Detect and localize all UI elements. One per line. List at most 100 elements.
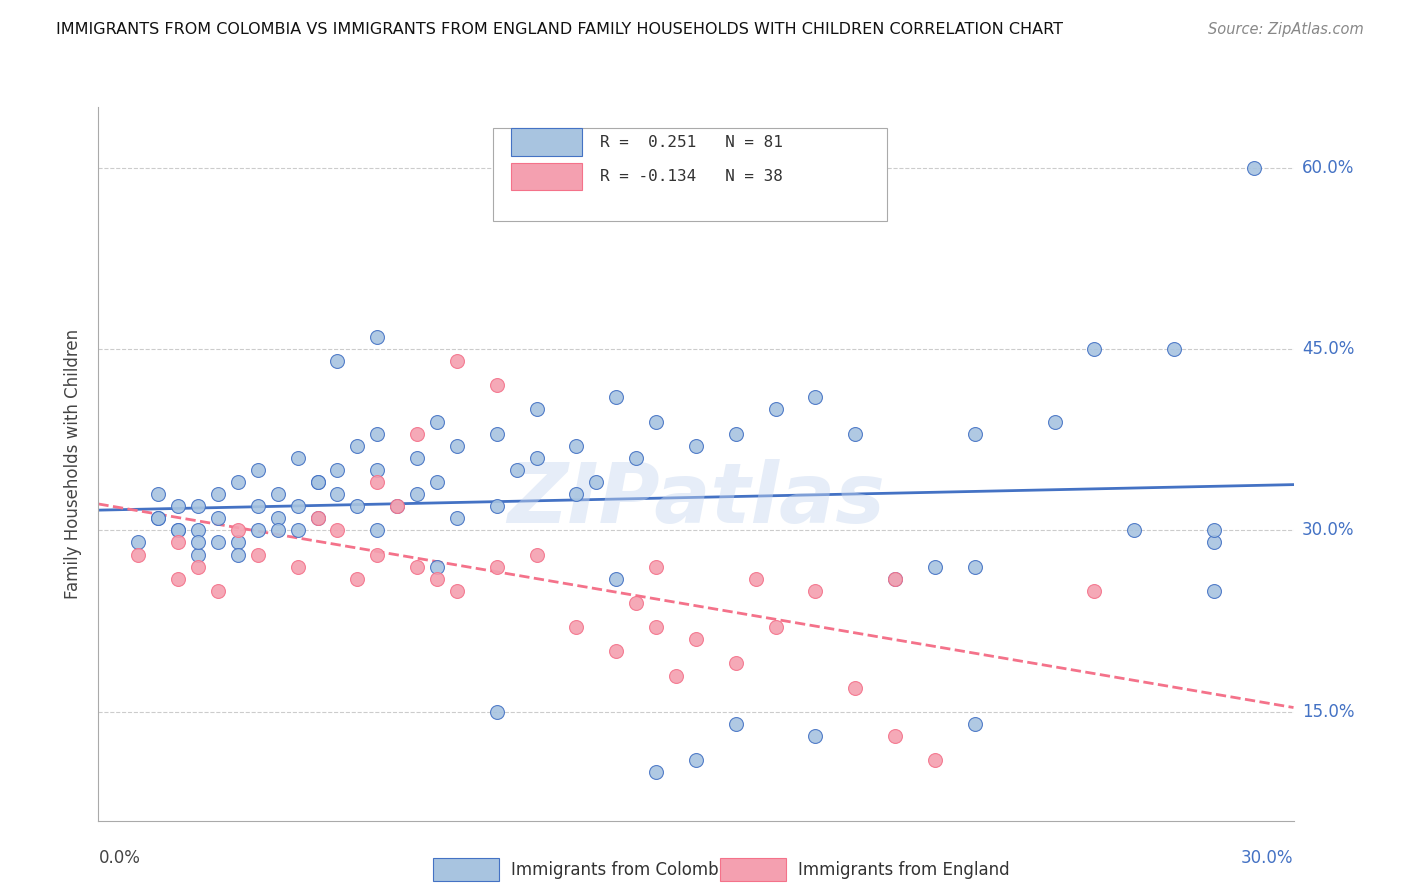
Point [246,499,269,513]
Text: 30.0%: 30.0% [1302,521,1354,540]
Point [246,548,269,562]
Point [884,572,907,586]
Text: 30.0%: 30.0% [1241,849,1294,867]
FancyBboxPatch shape [510,128,582,155]
Point [366,463,388,477]
Point [246,463,269,477]
Point [187,535,209,549]
Point [924,753,946,767]
Point [605,390,627,404]
Text: 45.0%: 45.0% [1302,340,1354,358]
Point [346,572,368,586]
Text: 60.0%: 60.0% [1302,159,1354,177]
Point [645,559,668,574]
Point [645,620,668,634]
Point [127,535,149,549]
Point [624,450,647,465]
Point [526,402,548,417]
Point [366,426,388,441]
Point [745,572,768,586]
Point [963,559,986,574]
Point [346,439,368,453]
Point [1083,583,1105,598]
Point [366,475,388,489]
Point [1083,342,1105,356]
Point [685,753,707,767]
Point [326,354,349,368]
Point [724,657,747,671]
Point [326,463,349,477]
Point [884,572,907,586]
Point [645,415,668,429]
Point [187,559,209,574]
Text: R =  0.251   N = 81: R = 0.251 N = 81 [600,135,783,150]
Point [485,499,508,513]
Point [207,511,229,525]
Point [485,705,508,719]
Text: Immigrants from Colombia: Immigrants from Colombia [510,861,733,879]
Point [426,475,449,489]
Point [267,524,290,538]
Point [1202,524,1225,538]
Point [963,426,986,441]
Point [346,499,368,513]
Point [307,511,329,525]
Point [226,524,249,538]
Text: Source: ZipAtlas.com: Source: ZipAtlas.com [1208,22,1364,37]
FancyBboxPatch shape [494,128,887,221]
Point [167,535,190,549]
Point [207,535,229,549]
Y-axis label: Family Households with Children: Family Households with Children [65,329,83,599]
FancyBboxPatch shape [433,858,499,881]
Point [287,499,309,513]
Point [167,524,190,538]
Point [685,632,707,647]
Point [685,439,707,453]
Point [804,729,827,743]
Point [148,511,170,525]
Point [605,572,627,586]
Point [366,524,388,538]
Point [246,524,269,538]
Point [207,487,229,501]
FancyBboxPatch shape [720,858,786,881]
Point [167,499,190,513]
Point [665,668,688,682]
Point [127,548,149,562]
Point [1163,342,1185,356]
Point [1202,535,1225,549]
Point [366,548,388,562]
Point [326,487,349,501]
Point [426,572,449,586]
Point [506,463,529,477]
Point [485,378,508,392]
Point [565,620,588,634]
Point [605,644,627,658]
Point [167,572,190,586]
Text: IMMIGRANTS FROM COLOMBIA VS IMMIGRANTS FROM ENGLAND FAMILY HOUSEHOLDS WITH CHILD: IMMIGRANTS FROM COLOMBIA VS IMMIGRANTS F… [56,22,1063,37]
Point [526,548,548,562]
Point [446,354,468,368]
Point [765,620,787,634]
Point [148,511,170,525]
Point [804,390,827,404]
Point [326,524,349,538]
Point [385,499,409,513]
Point [187,548,209,562]
Point [187,499,209,513]
Point [963,717,986,731]
Point [1202,583,1225,598]
Point [148,487,170,501]
Point [485,426,508,441]
Point [406,559,429,574]
Point [585,475,607,489]
Point [426,415,449,429]
Point [287,450,309,465]
Text: R = -0.134   N = 38: R = -0.134 N = 38 [600,169,783,184]
Point [844,681,866,695]
Point [446,583,468,598]
Point [307,475,329,489]
Point [765,402,787,417]
Point [267,487,290,501]
Point [366,330,388,344]
